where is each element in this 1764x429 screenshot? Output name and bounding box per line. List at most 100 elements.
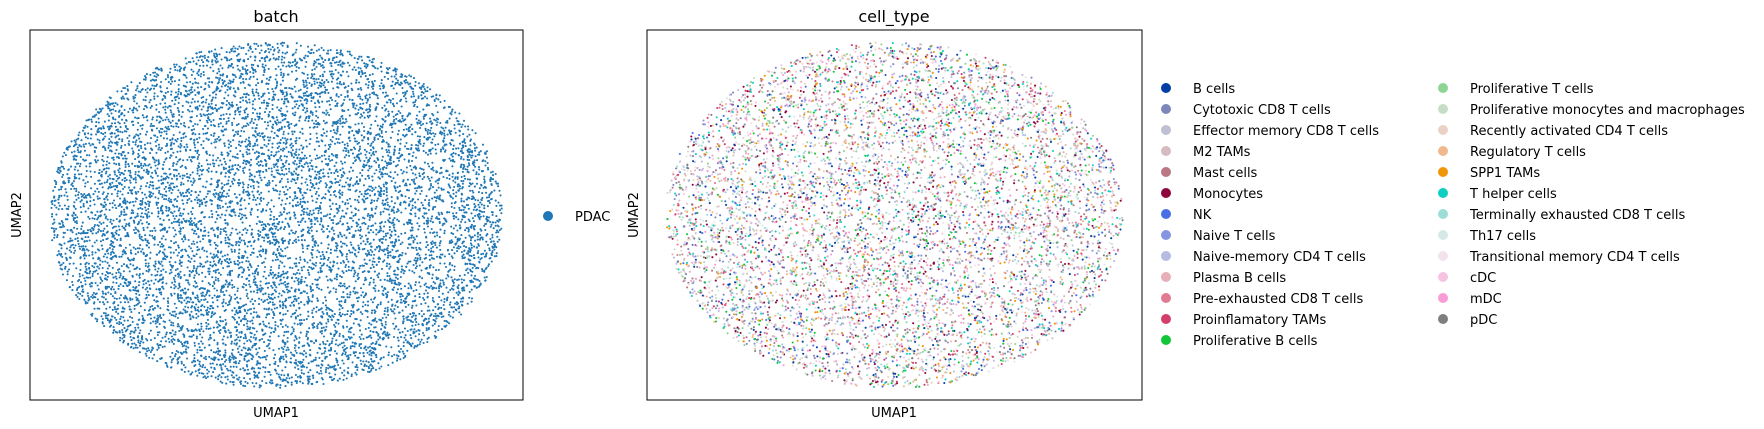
scatter-point — [291, 65, 293, 67]
scatter-point — [86, 240, 88, 242]
scatter-point — [145, 203, 147, 205]
scatter-point — [118, 225, 120, 227]
scatter-point — [335, 343, 337, 345]
scatter-point — [157, 244, 159, 246]
scatter-point — [110, 293, 112, 295]
scatter-point — [291, 287, 293, 289]
scatter-point — [283, 73, 285, 75]
scatter-point — [464, 221, 466, 223]
scatter-point — [343, 362, 345, 364]
scatter-point — [73, 180, 75, 182]
scatter-point — [375, 356, 377, 358]
scatter-point — [389, 266, 391, 268]
scatter-point — [348, 131, 350, 133]
scatter-point — [248, 137, 250, 139]
scatter-point — [495, 181, 497, 183]
scatter-point — [331, 342, 333, 344]
scatter-point — [418, 323, 420, 325]
scatter-point — [312, 209, 314, 211]
scatter-point — [382, 173, 384, 175]
scatter-point — [305, 117, 307, 119]
scatter-point — [397, 337, 399, 339]
scatter-point — [159, 241, 161, 243]
scatter-point — [86, 170, 88, 172]
scatter-point — [380, 320, 382, 322]
scatter-point — [289, 296, 291, 298]
scatter-point — [121, 138, 123, 140]
scatter-point — [369, 104, 371, 106]
scatter-point — [266, 56, 268, 58]
scatter-point — [297, 365, 299, 367]
scatter-point — [381, 176, 383, 178]
scatter-point — [208, 311, 210, 313]
scatter-point — [306, 98, 308, 100]
scatter-point — [122, 87, 124, 89]
scatter-point — [419, 136, 421, 138]
scatter-point — [148, 268, 150, 270]
scatter-point — [182, 137, 184, 139]
scatter-point — [197, 123, 199, 125]
scatter-point — [293, 163, 295, 165]
scatter-point — [490, 171, 492, 173]
scatter-point — [354, 108, 356, 110]
scatter-point — [437, 329, 439, 331]
scatter-point — [157, 315, 159, 317]
scatter-point — [153, 85, 155, 87]
scatter-point — [152, 181, 154, 183]
scatter-point — [144, 206, 146, 208]
scatter-point — [196, 268, 198, 270]
scatter-point — [314, 68, 316, 70]
scatter-point — [243, 240, 245, 242]
scatter-point — [489, 202, 491, 204]
scatter-point — [351, 99, 353, 101]
scatter-point — [190, 200, 192, 202]
scatter-point — [304, 221, 306, 223]
scatter-point — [457, 286, 459, 288]
scatter-point — [303, 107, 305, 109]
scatter-point — [375, 354, 377, 356]
scatter-point — [367, 311, 369, 313]
scatter-point — [405, 97, 407, 99]
scatter-point — [102, 193, 104, 195]
scatter-point — [221, 261, 223, 263]
scatter-point — [317, 212, 319, 214]
scatter-point — [57, 234, 59, 236]
scatter-point — [409, 334, 411, 336]
scatter-point — [187, 199, 189, 201]
scatter-point — [206, 372, 208, 374]
scatter-point — [170, 199, 172, 201]
scatter-point — [163, 298, 165, 300]
scatter-point — [150, 80, 152, 82]
scatter-point — [178, 231, 180, 233]
scatter-point — [175, 249, 177, 251]
scatter-point — [140, 204, 142, 206]
scatter-point — [193, 354, 195, 356]
scatter-point — [159, 307, 161, 309]
scatter-point — [268, 156, 270, 158]
scatter-point — [178, 114, 180, 116]
scatter-point — [418, 339, 420, 341]
scatter-point — [429, 118, 431, 120]
scatter-point — [439, 122, 441, 124]
scatter-point — [106, 160, 108, 162]
scatter-point — [466, 263, 468, 265]
scatter-point — [321, 332, 323, 334]
scatter-point — [385, 183, 387, 185]
scatter-point — [318, 182, 320, 184]
scatter-point — [459, 292, 461, 294]
scatter-point — [129, 270, 131, 272]
scatter-point — [107, 272, 109, 274]
scatter-point — [456, 301, 458, 303]
scatter-point — [430, 218, 432, 220]
scatter-point — [446, 122, 448, 124]
scatter-point — [274, 87, 276, 89]
scatter-point — [129, 263, 131, 265]
scatter-point — [148, 357, 150, 359]
scatter-point — [264, 371, 266, 373]
scatter-point — [128, 222, 130, 224]
scatter-point — [398, 239, 400, 241]
scatter-point — [96, 239, 98, 241]
scatter-point — [217, 342, 219, 344]
scatter-point — [427, 154, 429, 156]
scatter-point — [417, 135, 419, 137]
